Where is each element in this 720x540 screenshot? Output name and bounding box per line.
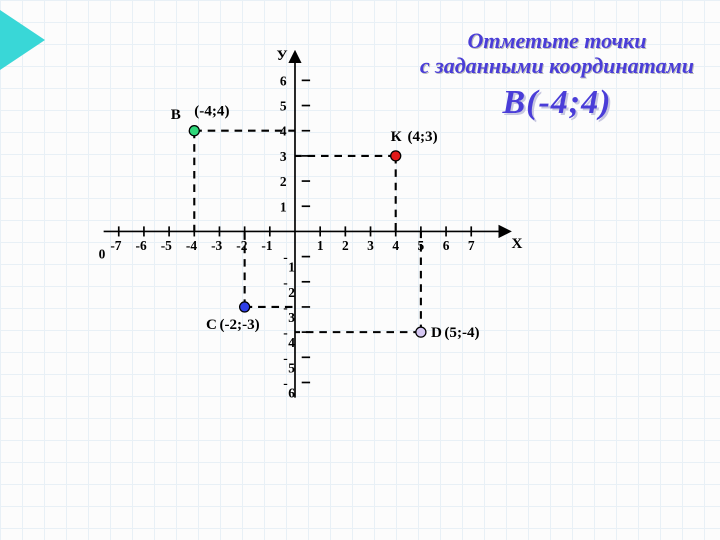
svg-text:(-2;-3): (-2;-3): [219, 317, 259, 333]
svg-text:6: 6: [443, 238, 450, 253]
svg-text:-3: -3: [211, 238, 222, 253]
title-line3: В(-4;4): [420, 83, 694, 122]
svg-text:(5;-4): (5;-4): [444, 325, 479, 341]
svg-text:В: В: [171, 107, 181, 123]
title-block: Отметьте точки с заданными координатами …: [420, 28, 694, 122]
svg-text:4: 4: [392, 238, 399, 253]
svg-text:2: 2: [288, 285, 295, 300]
svg-text:2: 2: [280, 174, 287, 189]
title-line1: Отметьте точки: [420, 28, 694, 53]
svg-text:(-4;4): (-4;4): [194, 104, 229, 120]
title-line2: с заданными координатами: [420, 53, 694, 78]
svg-text:1: 1: [288, 260, 295, 275]
svg-text:К: К: [391, 129, 402, 145]
svg-text:3: 3: [288, 310, 295, 325]
svg-text:-2: -2: [236, 238, 247, 253]
svg-text:0: 0: [99, 246, 106, 261]
svg-text:1: 1: [280, 199, 287, 214]
svg-text:(4;3): (4;3): [407, 129, 437, 145]
svg-text:Х: Х: [512, 236, 523, 252]
svg-text:5: 5: [280, 99, 287, 114]
svg-text:-4: -4: [186, 238, 197, 253]
svg-text:-: -: [283, 250, 287, 265]
svg-text:-: -: [283, 376, 287, 391]
svg-text:D: D: [431, 325, 442, 341]
decorative-wedge: [0, 10, 45, 70]
svg-text:-: -: [283, 325, 287, 340]
svg-text:4: 4: [288, 335, 295, 350]
svg-text:7: 7: [468, 238, 475, 253]
svg-text:-: -: [283, 275, 287, 290]
svg-text:3: 3: [280, 149, 287, 164]
svg-text:-1: -1: [261, 238, 272, 253]
svg-text:3: 3: [367, 238, 374, 253]
svg-text:У: У: [277, 48, 288, 64]
labels: В (-4;4) К (4;3) С(-2;-3) D(5;-4): [171, 104, 480, 342]
svg-text:С: С: [206, 317, 217, 333]
svg-text:5: 5: [288, 360, 295, 375]
svg-text:6: 6: [288, 386, 295, 401]
svg-text:6: 6: [280, 73, 287, 88]
svg-text:-5: -5: [161, 238, 172, 253]
svg-text:-: -: [283, 350, 287, 365]
svg-text:2: 2: [342, 238, 349, 253]
svg-text:-7: -7: [110, 238, 121, 253]
svg-text:1: 1: [317, 238, 324, 253]
svg-text:-6: -6: [136, 238, 147, 253]
